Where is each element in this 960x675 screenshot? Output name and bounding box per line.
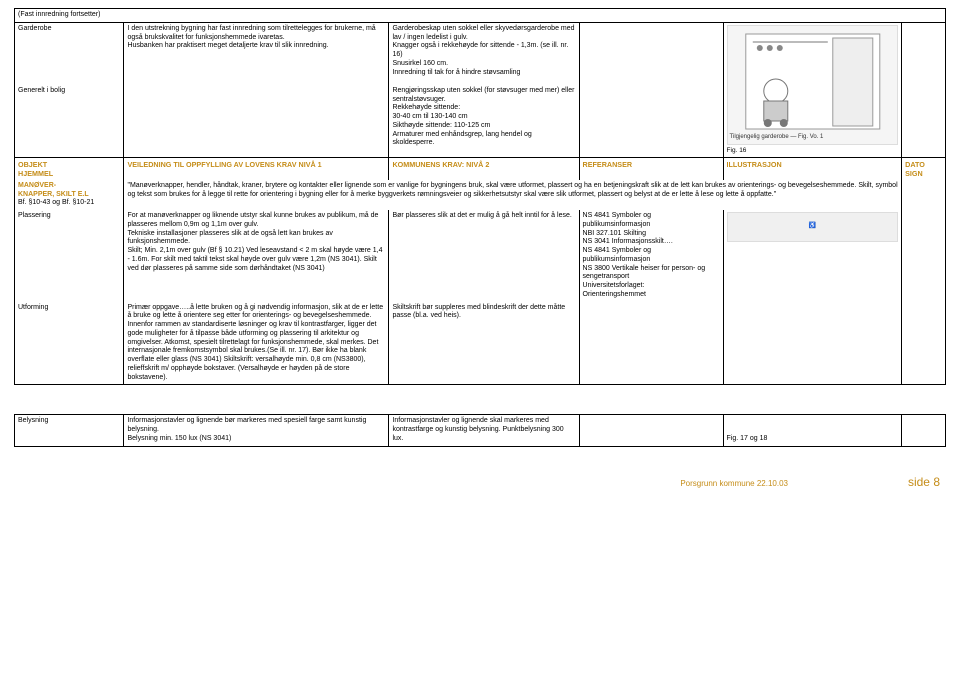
hdr-kommunens: KOMMUNENS KRAV: NIVÅ 2 [389, 157, 579, 180]
illustration-garderobe: Tilgjengelig garderobe — Fig. Vo. 1 Fig.… [723, 22, 902, 157]
label-utforming: Utforming [15, 302, 124, 385]
accessibility-icon: ♿ [809, 223, 816, 231]
garderobe-col4 [579, 22, 723, 85]
plassering-dato [902, 210, 946, 302]
plassering-illust: ♿ [723, 210, 902, 302]
generelt-col2 [124, 85, 389, 157]
continuation-note: (Fast innredning fortsetter) [15, 9, 946, 23]
plassering-col3: Bør plasseres slik at det er mulig å gå … [389, 210, 579, 302]
hdr-objekt: OBJEKT HJEMMEL [15, 157, 124, 180]
garderobe-col3: Garderobeskap uten sokkel eller skyvedør… [389, 22, 579, 85]
footer-page: side 8 [908, 475, 940, 489]
generelt-col3: Rengjøringsskap uten sokkel (for støvsug… [389, 85, 579, 157]
illust-caption: Tilgjengelig garderobe [730, 134, 789, 140]
hdr-referanser: REFERANSER [579, 157, 723, 180]
label-belysning: Belysning [15, 415, 124, 446]
hdr-veiledning: VEILEDNING TIL OPPFYLLING AV LOVENS KRAV… [124, 157, 389, 180]
belysning-col4 [579, 415, 723, 446]
manover-body: "Manøverknapper, hendler, håndtak, krane… [124, 180, 902, 210]
label-plassering: Plassering [15, 210, 124, 302]
footer-date: Porsgrunn kommune 22.10.03 [680, 479, 788, 488]
manover-dato [902, 180, 946, 210]
plassering-col4: NS 4841 Symboler og publikumsinformasjon… [579, 210, 723, 302]
belysning-illust: Fig. 17 og 18 [723, 415, 902, 446]
utforming-col3: Skiltskrift bør suppleres med blindeskri… [389, 302, 579, 385]
utforming-col4 [579, 302, 723, 385]
utforming-col2: Primær oppgave…..å lette bruken og å gi … [124, 302, 389, 385]
belysning-dato [902, 415, 946, 446]
generelt-col4 [579, 85, 723, 157]
hdr-dato: DATO SIGN [902, 157, 946, 180]
utforming-illust [723, 302, 902, 385]
belysning-col3: Informasjonstavler og lignende skal mark… [389, 415, 579, 446]
plassering-col2: For at manøverknapper og liknende utstyr… [124, 210, 389, 302]
label-generelt: Generelt i bolig [15, 85, 124, 157]
belysning-col2: Informasjonstavler og lignende bør marke… [124, 415, 389, 446]
label-manover: MANØVER- KNAPPER, SKILT E.L Bf. §10-43 o… [15, 180, 124, 210]
utforming-dato [902, 302, 946, 385]
hdr-illustrasjon: ILLUSTRASJON [723, 157, 902, 180]
fig16-caption: Fig. 16 [727, 147, 899, 155]
garderobe-dato [902, 22, 946, 157]
garderobe-col2: I den utstrekning bygning har fast innre… [124, 22, 389, 85]
illust-figvo: Fig. Vo. 1 [798, 134, 823, 140]
spacer [15, 385, 946, 415]
label-garderobe: Garderobe [15, 22, 124, 85]
